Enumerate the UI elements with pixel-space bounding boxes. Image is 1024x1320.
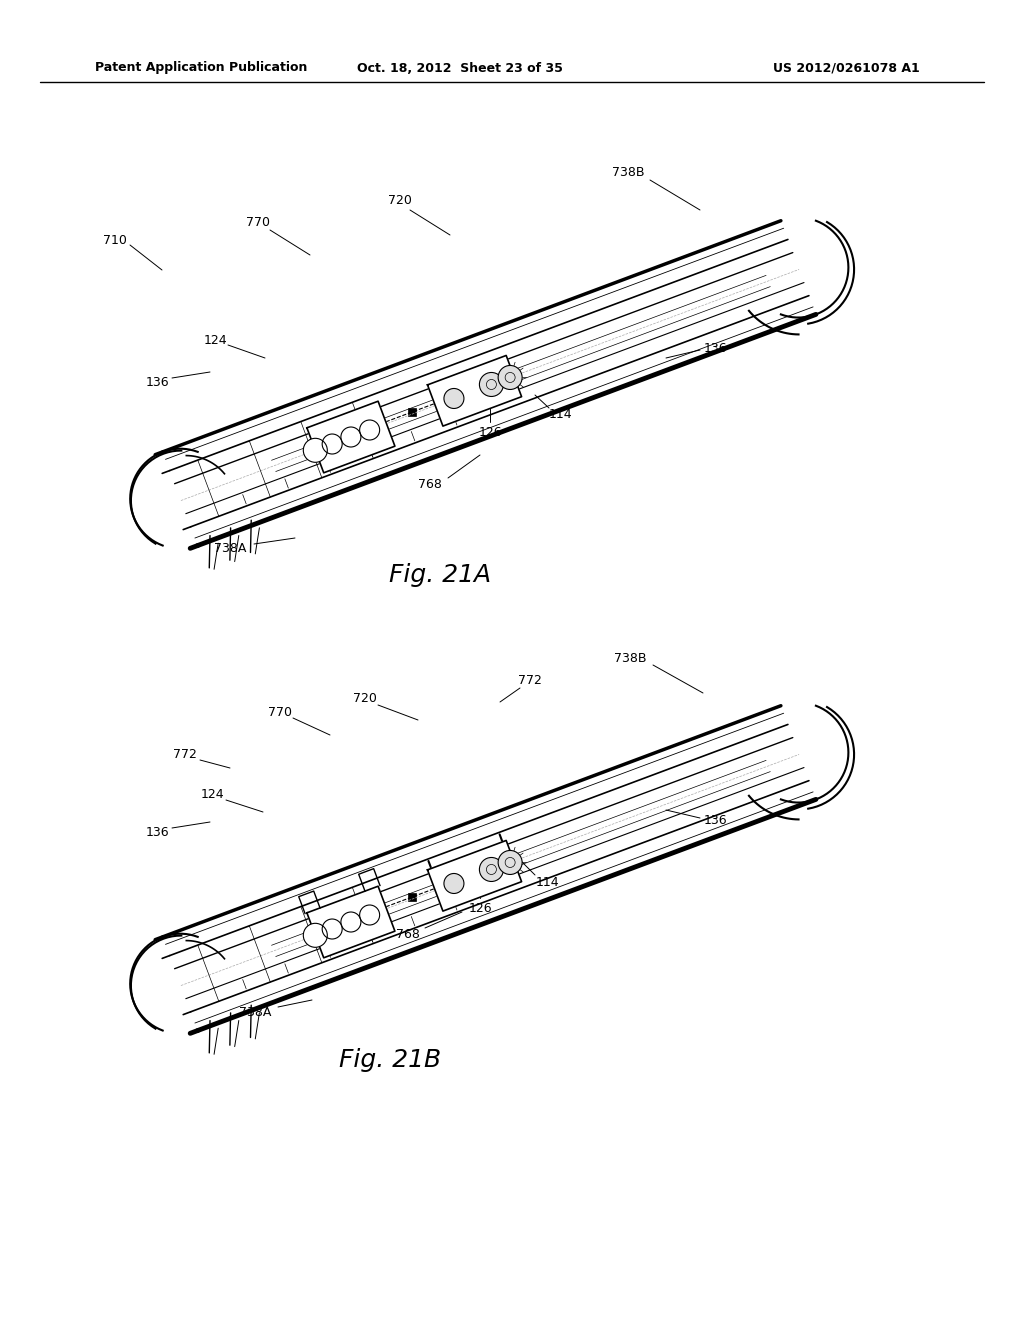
Circle shape xyxy=(303,923,328,948)
Polygon shape xyxy=(427,841,521,911)
Circle shape xyxy=(444,874,464,894)
Circle shape xyxy=(303,438,328,462)
Polygon shape xyxy=(307,401,395,473)
Text: 768: 768 xyxy=(418,479,442,491)
Polygon shape xyxy=(408,894,416,902)
Text: 772: 772 xyxy=(518,673,542,686)
Text: 772: 772 xyxy=(173,748,197,762)
Text: 768: 768 xyxy=(396,928,420,941)
Text: 136: 136 xyxy=(703,813,727,826)
Text: 770: 770 xyxy=(246,215,270,228)
Text: 738A: 738A xyxy=(239,1006,271,1019)
Circle shape xyxy=(498,366,522,389)
Circle shape xyxy=(498,850,522,874)
Circle shape xyxy=(479,372,504,396)
Text: 720: 720 xyxy=(388,194,412,206)
Text: 114: 114 xyxy=(548,408,571,421)
Text: 136: 136 xyxy=(703,342,727,355)
Text: 126: 126 xyxy=(468,902,492,915)
Polygon shape xyxy=(408,408,416,416)
Text: 770: 770 xyxy=(268,705,292,718)
Text: Oct. 18, 2012  Sheet 23 of 35: Oct. 18, 2012 Sheet 23 of 35 xyxy=(357,62,563,74)
Circle shape xyxy=(479,858,504,882)
Circle shape xyxy=(444,388,464,408)
Polygon shape xyxy=(307,886,395,958)
Text: 720: 720 xyxy=(353,692,377,705)
Text: 136: 136 xyxy=(145,825,169,838)
Text: Fig. 21A: Fig. 21A xyxy=(389,564,492,587)
Text: 738B: 738B xyxy=(613,652,646,664)
Text: Patent Application Publication: Patent Application Publication xyxy=(95,62,307,74)
Text: 136: 136 xyxy=(145,375,169,388)
Text: 124: 124 xyxy=(203,334,226,346)
Text: 710: 710 xyxy=(103,234,127,247)
Polygon shape xyxy=(427,355,521,426)
Text: US 2012/0261078 A1: US 2012/0261078 A1 xyxy=(773,62,920,74)
Text: 124: 124 xyxy=(200,788,224,801)
Text: 114: 114 xyxy=(536,875,559,888)
Text: Fig. 21B: Fig. 21B xyxy=(339,1048,441,1072)
Text: 738B: 738B xyxy=(611,166,644,180)
Text: 738A: 738A xyxy=(214,541,246,554)
Text: 126: 126 xyxy=(478,425,502,438)
